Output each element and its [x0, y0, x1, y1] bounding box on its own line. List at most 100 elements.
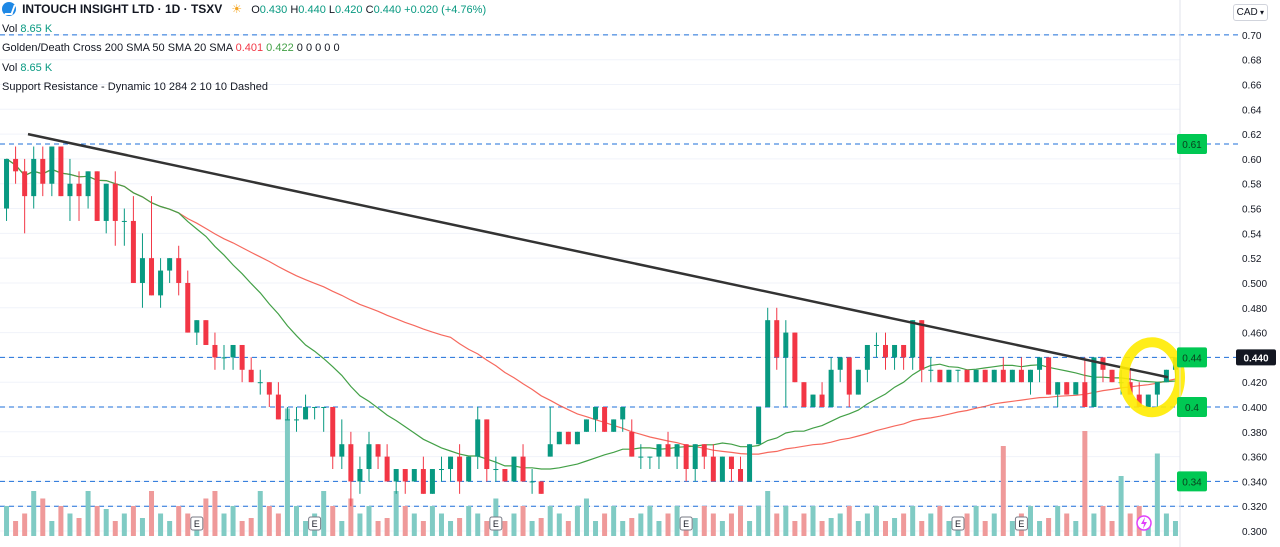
bolt-icon[interactable]	[1136, 515, 1152, 531]
candle	[94, 171, 100, 221]
symbol-title: INTOUCH INSIGHT LTD · 1D · TSXV	[22, 2, 223, 16]
trendline	[27, 132, 1169, 379]
candle	[529, 469, 535, 494]
level-label-box	[1177, 134, 1207, 155]
candle-body	[928, 369, 934, 371]
candle	[946, 369, 952, 383]
volume-bar	[810, 506, 816, 536]
volume-bar	[1091, 513, 1097, 536]
candle-body	[574, 431, 580, 445]
y-tick-label: 0.54	[1242, 229, 1262, 240]
candle-body	[710, 456, 716, 482]
candle-body	[765, 320, 771, 407]
candle	[1154, 382, 1160, 407]
earnings-box	[1014, 516, 1028, 531]
candle	[1082, 357, 1088, 407]
volume-bar	[294, 506, 299, 536]
volume-bar	[402, 506, 408, 536]
candle-body	[257, 382, 263, 384]
ohlc-close-label: C	[365, 4, 374, 16]
candle-body	[348, 444, 354, 482]
volume-bar	[303, 521, 309, 536]
candle	[448, 456, 454, 482]
y-tick-label: 0.400	[1242, 403, 1267, 414]
candle-body	[1000, 369, 1006, 383]
candle	[738, 456, 744, 482]
volume-bar	[910, 506, 916, 536]
candle	[212, 332, 218, 370]
candle	[239, 344, 245, 383]
volume-bar	[892, 518, 898, 536]
candle-body	[738, 469, 744, 482]
volume-bar	[946, 521, 952, 536]
candle-body	[411, 469, 417, 482]
indicator-support-resistance[interactable]: Support Resistance - Dynamic 10 284 2 10…	[2, 78, 486, 98]
candle-body	[420, 469, 426, 494]
volume-bar	[67, 513, 73, 536]
candle-body	[511, 456, 517, 482]
indicator-vol-1[interactable]: Vol 8.65 K	[2, 20, 486, 40]
candle-body	[538, 481, 544, 494]
candle-body	[284, 419, 290, 421]
indicator-value-2: 0.422	[266, 42, 294, 54]
candle	[284, 407, 290, 421]
symbol-row[interactable]: INTOUCH INSIGHT LTD · 1D · TSXV ☀ O0.430…	[2, 0, 486, 20]
candle	[991, 369, 997, 383]
earnings-text: E	[493, 519, 499, 529]
candle-body	[330, 407, 336, 457]
candle	[937, 369, 943, 383]
candle	[411, 469, 417, 482]
candle	[393, 469, 399, 494]
volume-bar	[321, 491, 327, 536]
candle-body	[303, 407, 309, 420]
candle	[67, 158, 73, 221]
candle	[339, 419, 345, 470]
candle-body	[158, 270, 164, 296]
candle-body	[1064, 382, 1070, 395]
candle	[574, 431, 580, 445]
volume-bar	[31, 491, 37, 536]
candle	[31, 146, 37, 209]
candle-body	[248, 369, 254, 383]
candle	[774, 307, 780, 370]
candle	[602, 407, 608, 432]
volume-bar	[837, 513, 843, 536]
volume-bar	[792, 521, 798, 536]
candle	[502, 469, 508, 482]
level-label-box	[1177, 397, 1207, 417]
candle-body	[85, 171, 91, 197]
candle-body	[611, 419, 617, 432]
candle-body	[149, 258, 155, 296]
volume-bar	[121, 513, 127, 536]
earnings-text: E	[1018, 519, 1024, 529]
volume-bar	[928, 513, 934, 536]
candle-body	[366, 444, 372, 470]
candle	[4, 158, 10, 221]
level-label-box	[1177, 471, 1207, 492]
currency-selector[interactable]: CAD	[1232, 4, 1268, 21]
earnings-marker: E	[489, 516, 503, 531]
y-tick-label: 0.62	[1242, 130, 1262, 141]
y-tick-label: 0.420	[1242, 378, 1267, 389]
indicator-vol-2[interactable]: Vol 8.65 K	[2, 59, 486, 79]
candle-body	[647, 456, 653, 458]
candle	[638, 444, 644, 470]
volume-bar	[1046, 518, 1052, 536]
y-tick-label: 0.66	[1242, 81, 1262, 92]
candle-body	[629, 431, 635, 457]
candle	[973, 369, 979, 383]
candle	[85, 171, 91, 209]
candle	[1027, 369, 1033, 395]
ohlc-close: 0.440	[373, 4, 402, 16]
candle-body	[656, 444, 662, 457]
earnings-marker: E	[190, 516, 204, 531]
candle-body	[121, 220, 127, 222]
candle	[565, 431, 571, 445]
volume-bar	[520, 506, 526, 536]
indicator-golden-death-cross[interactable]: Golden/Death Cross 200 SMA 50 SMA 20 SMA…	[2, 39, 486, 59]
volume-bar	[13, 521, 19, 536]
volume-bar	[973, 506, 979, 536]
candle-body	[756, 407, 762, 445]
volume-bar	[85, 491, 91, 536]
